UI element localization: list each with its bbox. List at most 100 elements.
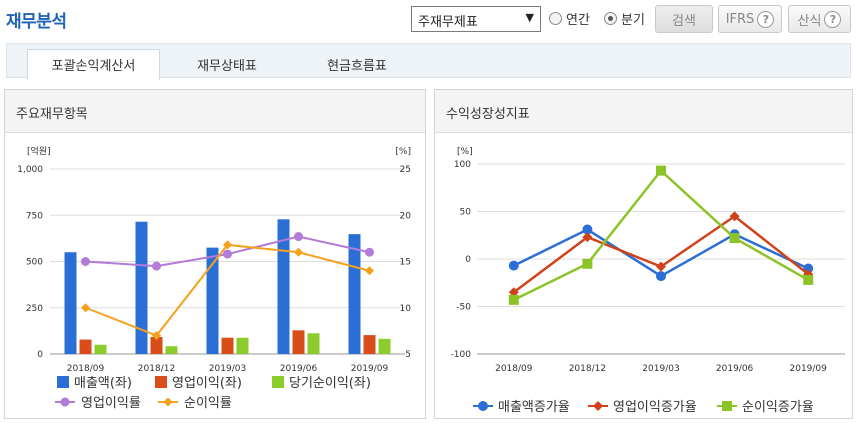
y-tick: -50	[456, 303, 471, 313]
legend-label: 순이익증가율	[742, 400, 814, 415]
tab-label: 현금흐름표	[327, 59, 387, 74]
point-marker	[223, 240, 232, 250]
y-tick-left: 1,000	[17, 165, 43, 175]
panel-title: 수익성장성지표	[435, 90, 852, 133]
ifrs-button-label: IFRS	[725, 11, 755, 27]
radio-annual[interactable]: 연간	[549, 9, 590, 28]
x-tick: 2019/09	[790, 364, 828, 374]
x-tick: 2018/12	[138, 364, 175, 374]
help-icon: ?	[757, 10, 775, 28]
x-tick: 2018/12	[569, 364, 606, 374]
bar-1	[206, 247, 219, 354]
y-tick-left: 500	[26, 258, 43, 268]
y-tick-left: 250	[26, 304, 43, 314]
tab-label: 재무상태표	[197, 59, 257, 74]
point-marker	[582, 232, 593, 243]
formula-help-button[interactable]: 산식 ?	[788, 5, 851, 33]
legend-label: 영업이익(좌)	[172, 376, 242, 391]
x-tick: 2018/09	[495, 364, 533, 374]
bar-2	[79, 339, 92, 354]
point-marker	[223, 249, 232, 259]
bar-1	[64, 252, 77, 354]
legend-marker	[722, 401, 732, 411]
statement-tabs: 포괄손익계산서 재무상태표 현금흐름표	[6, 43, 851, 80]
point-marker	[365, 266, 374, 276]
formula-button-label: 산식	[797, 13, 822, 29]
y-tick-right: 10	[400, 304, 412, 314]
point-marker	[582, 224, 593, 235]
x-tick: 2019/03	[209, 364, 246, 374]
page-title: 재무분석	[6, 12, 67, 32]
legend-label: 당기순이익(좌)	[289, 376, 371, 391]
point-marker	[508, 260, 519, 271]
growth-indicators-panel: 수익성장성지표 [%] 100 50 0 -50 -100 2018/09 2018/12 20…	[434, 89, 853, 419]
legend-swatch	[155, 376, 167, 388]
legend-marker	[593, 401, 603, 411]
y-tick-right: 5	[405, 350, 411, 360]
legend-label: 영업이익률	[81, 396, 141, 411]
tab-balance-sheet[interactable]: 재무상태표	[177, 49, 277, 80]
tab-income-statement[interactable]: 포괄손익계산서	[27, 49, 160, 80]
bar-1	[348, 234, 361, 354]
radio-quarter-circle-icon	[604, 12, 617, 25]
bar-3	[307, 333, 320, 354]
bar-3	[165, 346, 178, 354]
point-marker	[803, 269, 814, 280]
y-tick-left: 750	[26, 211, 43, 221]
search-button[interactable]: 검색	[655, 5, 713, 33]
y-axis-left-unit: [억원]	[27, 145, 51, 157]
point-marker	[508, 294, 519, 305]
point-marker	[803, 274, 814, 285]
point-marker	[656, 165, 666, 176]
y-axis-right-unit: [%]	[395, 147, 411, 157]
point-marker	[294, 247, 303, 257]
ifrs-help-button[interactable]: IFRS ?	[718, 5, 782, 33]
panel-title: 주요재무항목	[5, 90, 425, 133]
point-marker	[365, 247, 374, 257]
bar-2	[363, 335, 376, 354]
point-marker	[508, 287, 519, 298]
point-marker	[81, 303, 90, 313]
y-tick: 100	[454, 160, 471, 170]
x-tick: 2018/09	[67, 364, 105, 374]
y-tick: -100	[451, 350, 472, 360]
chevron-down-icon: ▼	[525, 11, 534, 24]
tab-cash-flow[interactable]: 현금흐름표	[307, 49, 407, 80]
radio-annual-label: 연간	[566, 13, 590, 28]
bar-3	[378, 338, 391, 354]
point-marker	[656, 271, 666, 282]
legend-marker	[478, 401, 488, 411]
radio-quarter[interactable]: 분기	[604, 9, 645, 28]
legend-label: 영업이익증가율	[613, 400, 697, 415]
statement-type-select[interactable]: 주재무제표 ▼	[411, 6, 541, 32]
point-marker	[152, 261, 161, 271]
point-marker	[729, 211, 740, 222]
x-tick: 2019/09	[351, 364, 389, 374]
search-button-label: 검색	[672, 13, 696, 29]
point-marker	[582, 258, 593, 269]
point-marker	[81, 257, 90, 266]
radio-annual-circle-icon	[549, 12, 562, 25]
growth-indicators-chart: [%] 100 50 0 -50 -100 2018/09 2018/12 2019/03 201…	[451, 147, 845, 415]
point-marker	[729, 233, 740, 244]
x-tick: 2019/06	[280, 364, 318, 374]
legend-swatch	[57, 376, 69, 388]
tab-label: 포괄손익계산서	[51, 59, 136, 74]
y-tick: 0	[465, 255, 471, 265]
x-tick: 2019/06	[716, 364, 754, 374]
y-tick-left: 0	[37, 350, 43, 360]
legend-label: 매출액(좌)	[74, 376, 132, 391]
bar-3	[94, 344, 107, 354]
bar-2	[221, 337, 234, 354]
help-icon: ?	[824, 10, 842, 28]
legend-label: 순이익률	[184, 396, 232, 411]
point-marker	[656, 261, 666, 272]
bar-3	[236, 337, 249, 354]
point-marker	[294, 232, 303, 242]
bar-1	[277, 219, 290, 354]
y-tick-right: 20	[400, 211, 412, 221]
point-marker	[152, 331, 161, 340]
financial-items-panel: 주요재무항목 [억원] [%] 0 250 500 750 1,000 5 10 15 20 25 20…	[4, 89, 426, 419]
bar-2	[292, 330, 305, 354]
legend-marker	[163, 397, 173, 407]
